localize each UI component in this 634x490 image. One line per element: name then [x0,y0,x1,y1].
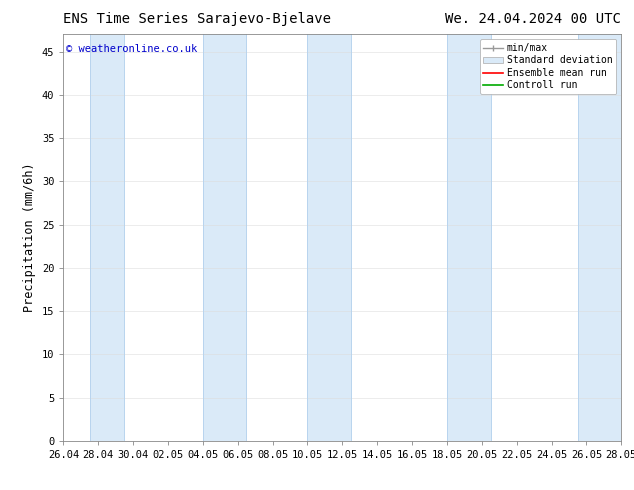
Bar [203,34,247,441]
Text: We. 24.04.2024 00 UTC: We. 24.04.2024 00 UTC [446,12,621,26]
Text: ENS Time Series Sarajevo-Bjelave: ENS Time Series Sarajevo-Bjelave [63,12,332,26]
Bar [89,34,124,441]
Bar [307,34,351,441]
Bar [447,34,491,441]
Text: © weatheronline.co.uk: © weatheronline.co.uk [66,45,197,54]
Y-axis label: Precipitation (mm/6h): Precipitation (mm/6h) [23,163,36,313]
Legend: min/max, Standard deviation, Ensemble mean run, Controll run: min/max, Standard deviation, Ensemble me… [479,39,616,94]
Bar [578,34,621,441]
